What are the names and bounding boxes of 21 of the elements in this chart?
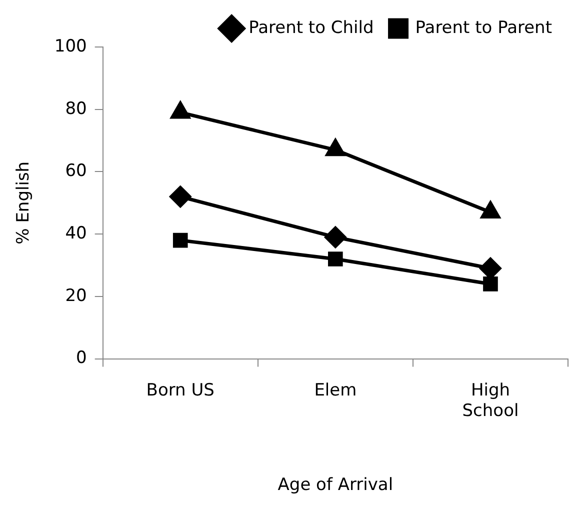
point bbox=[170, 186, 192, 208]
x-tick-label: Elem bbox=[314, 380, 357, 400]
y-tick-label: 60 bbox=[65, 161, 87, 182]
y-tick-label: 20 bbox=[65, 286, 87, 306]
y-tick-label: 0 bbox=[76, 348, 87, 368]
point bbox=[324, 226, 346, 248]
point bbox=[483, 276, 498, 292]
x-axis-title: Age of Arrival bbox=[278, 475, 394, 496]
point bbox=[328, 252, 343, 266]
point bbox=[326, 139, 345, 156]
y-tick-label: 100 bbox=[54, 36, 87, 56]
y-tick-label: 40 bbox=[65, 224, 87, 244]
y-tick-label: 80 bbox=[65, 98, 87, 119]
legend-label: Parent to Parent bbox=[415, 18, 552, 38]
legend-label: Parent to Child bbox=[248, 18, 374, 38]
point bbox=[480, 202, 500, 219]
x-tick-label: High School bbox=[462, 380, 519, 421]
point bbox=[170, 102, 190, 119]
point bbox=[172, 232, 188, 248]
x-tick-label: Born US bbox=[146, 380, 214, 400]
y-axis-title: % English bbox=[14, 161, 34, 244]
